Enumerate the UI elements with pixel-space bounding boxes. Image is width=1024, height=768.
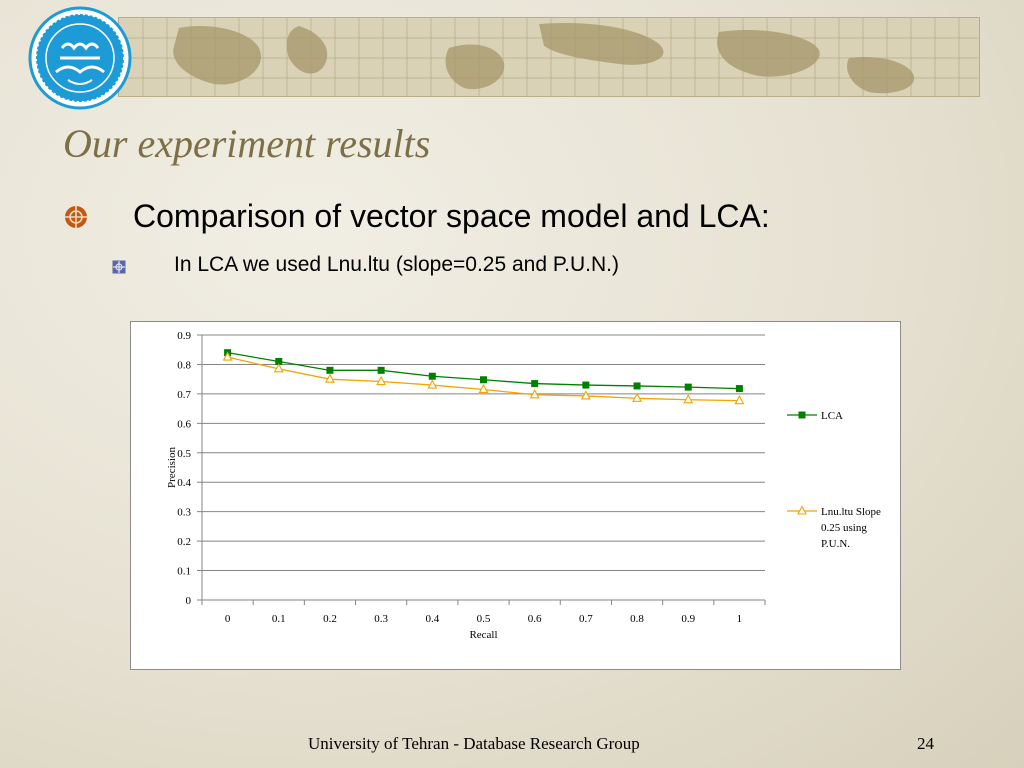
world-map-banner: [118, 17, 980, 97]
chart-svg: 0 0.1 0.2 0.3 0.4 0.5 0.6 0.7 0.8 0.9 0 0.1 0.2 0.3 0.…: [166, 330, 881, 641]
lnu-point: [734, 394, 745, 405]
lca-point: [633, 382, 641, 390]
x-tick-label: 0.3: [374, 613, 388, 625]
lca-point: [480, 376, 487, 384]
y-tick-label: 0.7: [177, 389, 191, 401]
y-axis-title: Precision: [166, 447, 178, 488]
x-tick-label: 0.6: [528, 613, 542, 625]
y-tick-label: 0.2: [177, 536, 191, 548]
lca-point: [275, 358, 283, 365]
x-tick-label: 1: [737, 613, 743, 625]
x-tick-label: 0.9: [681, 613, 695, 625]
y-tick-label: 0.1: [177, 566, 191, 578]
bullet-main-text: Comparison of vector space model and LCA…: [133, 198, 770, 234]
lca-point: [735, 385, 743, 393]
lca-point: [531, 380, 539, 388]
lnu-point: [580, 390, 591, 400]
lnu-point: [427, 379, 438, 389]
legend-label: Lnu.ltu Slope: [821, 506, 881, 518]
university-of-tehran-logo: [24, 6, 136, 110]
y-tick-label: 0.6: [177, 418, 191, 430]
y-tick-label: 0.9: [177, 330, 191, 342]
square-crosshair-bullet-icon: [112, 260, 126, 279]
y-tick-label: 0.8: [177, 359, 191, 371]
lnu-point: [478, 383, 489, 394]
lca-point: [326, 366, 334, 374]
footer-text: University of Tehran - Database Research…: [308, 734, 640, 753]
lnu-point: [683, 394, 694, 404]
bullet-sub: In LCA we used Lnu.ltu (slope=0.25 and P…: [112, 253, 912, 283]
bullet-sub-text: In LCA we used Lnu.ltu (slope=0.25 and P…: [174, 253, 619, 276]
lnu-point: [529, 389, 540, 399]
legend-label: P.U.N.: [821, 538, 850, 550]
y-tick-label: 0.5: [177, 448, 191, 460]
legend-marker: [797, 505, 807, 515]
x-axis-title: Recall: [469, 629, 497, 641]
lnu-point: [632, 392, 642, 402]
lca-point: [428, 372, 436, 380]
x-tick-label: 0.1: [272, 613, 286, 625]
page-number: 24: [917, 734, 934, 753]
lca-point: [684, 383, 692, 391]
precision-recall-chart: 0 0.1 0.2 0.3 0.4 0.5 0.6 0.7 0.8 0.9 0 0.1 0.2 0.3 0.…: [130, 321, 901, 670]
crosshair-bullet-icon: [63, 204, 89, 235]
lca-point: [377, 366, 385, 374]
x-tick-label: 0.4: [425, 613, 439, 625]
y-tick-label: 0: [186, 595, 192, 607]
legend-label: 0.25 using: [821, 522, 867, 534]
lnu-point: [273, 363, 284, 373]
lnu-point: [325, 373, 335, 383]
x-tick-label: 0.5: [477, 613, 491, 625]
x-tick-label: 0.2: [323, 613, 337, 625]
x-tick-label: 0: [225, 613, 231, 625]
bullet-main: Comparison of vector space model and LCA…: [63, 198, 943, 238]
x-tick-label: 0.7: [579, 613, 593, 625]
lnu-point: [376, 375, 387, 386]
y-tick-label: 0.4: [177, 477, 191, 489]
x-tick-label: 0.8: [630, 613, 644, 625]
y-tick-label: 0.3: [177, 507, 191, 519]
legend-marker: [798, 411, 806, 419]
lca-point: [582, 381, 590, 389]
slide-title: Our experiment results: [63, 121, 431, 166]
lnu-point: [222, 351, 233, 361]
legend-label: LCA: [821, 410, 843, 422]
